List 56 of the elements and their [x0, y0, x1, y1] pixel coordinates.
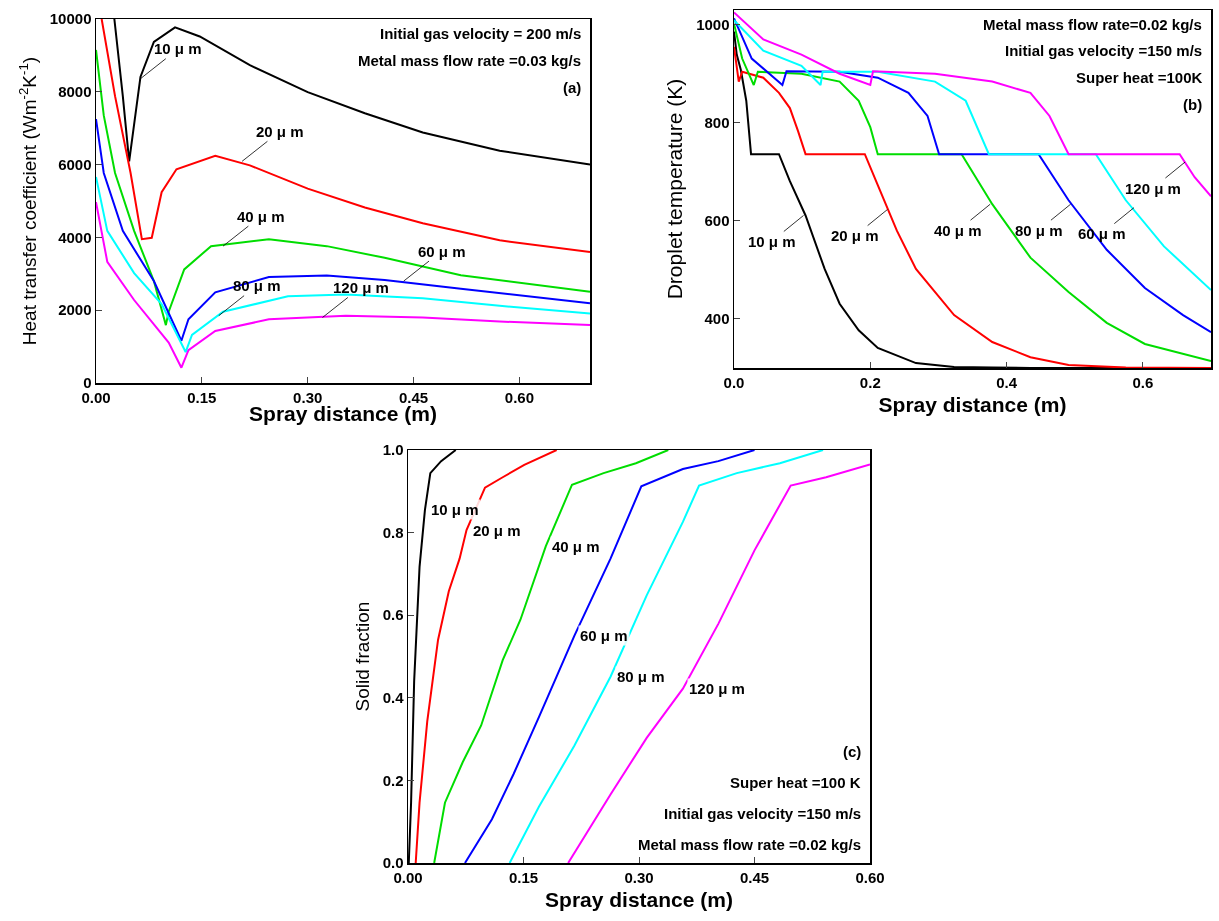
x-tick-label: 0.4	[996, 373, 1018, 391]
annotation: 10 μ m	[431, 501, 479, 518]
y-tick-label: 800	[704, 114, 730, 132]
y-tick-label: 1.0	[382, 441, 404, 459]
annotation: 10 μ m	[154, 40, 202, 57]
y-tick-label: 400	[704, 310, 730, 328]
annotation: 40 μ m	[934, 222, 982, 239]
y-tick-label: 8000	[58, 83, 92, 101]
x-tick-label: 0.2	[859, 373, 881, 391]
annotation: 120 μ m	[333, 279, 389, 296]
x-tick-label: 0.45	[739, 868, 770, 886]
x-tick-label: 0.0	[723, 373, 745, 391]
annotation: 10 μ m	[748, 233, 796, 250]
y-tick-label: 0.4	[382, 689, 405, 707]
y-tick-label: 0.2	[382, 771, 404, 789]
annotation: 60 μ m	[1078, 225, 1126, 242]
annotation: Super heat =100 K	[730, 774, 861, 791]
annotation: 120 μ m	[1125, 180, 1181, 197]
annotation: (b)	[1183, 96, 1203, 113]
annotation: 40 μ m	[552, 538, 600, 555]
annotation: 80 μ m	[1015, 222, 1063, 239]
annotation: 40 μ m	[237, 208, 285, 225]
x-axis-title: Spray distance (m)	[545, 888, 733, 912]
annotation: Initial gas velocity =150 m/s	[664, 805, 862, 822]
annotation: 20 μ m	[473, 522, 521, 539]
annotation: 120 μ m	[689, 680, 745, 697]
annotation: 20 μ m	[831, 227, 879, 244]
x-tick-label: 0.60	[504, 388, 535, 406]
y-axis-title: Solid fraction	[351, 601, 373, 712]
annotation: Initial gas velocity =150 m/s	[1005, 42, 1203, 59]
annotation: 20 μ m	[256, 123, 304, 140]
x-tick-label: 0.60	[855, 868, 885, 886]
annotation: (c)	[843, 743, 862, 760]
y-tick-label: 1000	[696, 15, 730, 33]
annotation: 80 μ m	[617, 668, 665, 685]
y-tick-label: 2000	[58, 301, 92, 319]
x-axis-title: Spray distance (m)	[878, 393, 1067, 417]
y-tick-label: 6000	[58, 155, 92, 173]
annotation: Super heat =100K	[1076, 69, 1203, 86]
annotation: 60 μ m	[580, 627, 628, 644]
y-axis-title: Droplet temperature (K)	[662, 78, 686, 300]
x-tick-label: 0.6	[1132, 373, 1154, 391]
y-tick-label: 10000	[49, 10, 92, 28]
y-tick-label: 600	[704, 212, 730, 230]
x-tick-label: 0.30	[624, 868, 654, 886]
annotation: Metal mass flow rate=0.02 kg/s	[983, 16, 1202, 33]
y-tick-label: 4000	[58, 228, 92, 246]
y-tick-label: 0.8	[382, 523, 404, 541]
annotation: Initial gas velocity = 200 m/s	[380, 25, 582, 42]
annotation: Metal mass flow rate =0.02 kg/s	[638, 836, 862, 853]
annotation: (a)	[563, 79, 582, 96]
annotation: Metal mass flow rate =0.03 kg/s	[358, 52, 582, 69]
x-tick-label: 0.15	[187, 388, 217, 406]
x-tick-label: 0.15	[508, 868, 539, 886]
y-tick-label: 0.6	[382, 606, 404, 624]
annotation: 60 μ m	[418, 243, 466, 260]
